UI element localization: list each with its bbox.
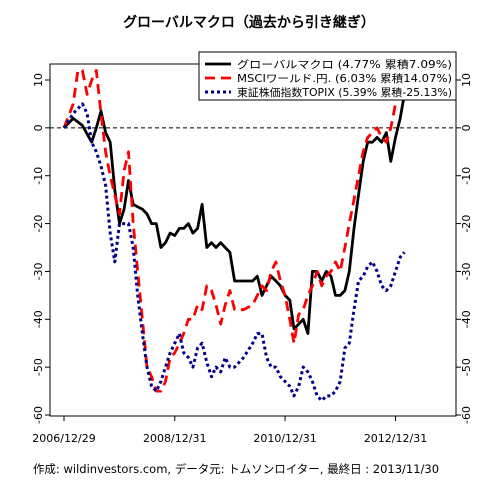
y-tick-label-right: 0	[460, 124, 473, 131]
legend-label-1: グローバルマクロ (4.77% 累積7.09%)	[237, 58, 452, 71]
y-tick-label-left: -10	[32, 167, 45, 185]
y-tick-label-left: -20	[32, 215, 45, 233]
y-tick-label-left: -60	[32, 406, 45, 424]
x-tick-label: 2008/12/31	[143, 432, 206, 445]
series-line-2	[62, 60, 406, 393]
x-tick-label: 2006/12/29	[32, 432, 95, 445]
axes-group: 10 10 0 0 -10 -10 -20 -20 -30 -30 -40 -40 -50 -50 -60 -…	[32, 73, 473, 445]
y-tick-label-left: -40	[32, 310, 45, 328]
legend-label-3: 東証株価指数TOPIX (5.39% 累積-25.13%)	[237, 86, 452, 99]
x-tick-label: 2010/12/31	[253, 432, 316, 445]
y-tick-label-right: -60	[460, 406, 473, 424]
y-tick-label-right: -40	[460, 310, 473, 328]
y-tick-label-left: 10	[32, 73, 45, 87]
x-tick-label: 2012/12/31	[364, 432, 427, 445]
chart-caption: 作成: wildinvestors.com, データ元: トムソンロイター, 最…	[33, 462, 439, 476]
legend: グローバルマクロ (4.77% 累積7.09%)MSCIワールド.円. (6.0…	[198, 51, 457, 101]
y-tick-label-left: -30	[32, 262, 45, 280]
series-group	[62, 60, 406, 403]
y-tick-label-left: -50	[32, 358, 45, 376]
y-tick-label-right: -50	[460, 358, 473, 376]
y-tick-label-right: 10	[460, 73, 473, 87]
y-tick-label-right: -10	[460, 167, 473, 185]
chart-title: グローバルマクロ（過去から引き継ぎ）	[123, 14, 375, 31]
y-tick-label-right: -20	[460, 215, 473, 233]
y-tick-label-right: -30	[460, 262, 473, 280]
series-line-3	[62, 102, 406, 403]
series-line-1	[62, 94, 406, 336]
y-tick-label-left: 0	[32, 124, 45, 131]
legend-label-2: MSCIワールド.円. (6.03% 累積14.07%)	[237, 72, 452, 85]
legend-box	[198, 51, 457, 101]
